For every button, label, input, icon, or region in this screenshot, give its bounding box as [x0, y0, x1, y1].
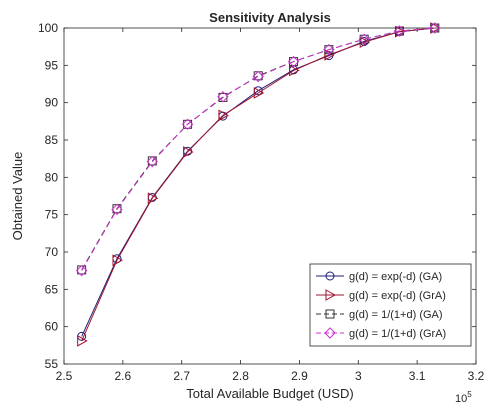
legend-label: g(d) = 1/(1+d) (GA) — [349, 309, 443, 321]
data-point-diamond — [429, 22, 441, 34]
x-tick-label: 2.9 — [291, 369, 308, 383]
data-point-diamond — [146, 155, 158, 168]
legend-label: g(d) = 1/(1+d) (GrA) — [349, 328, 446, 340]
data-point-triangle — [112, 254, 124, 267]
x-tick-label: 2.6 — [115, 369, 132, 383]
y-tick-label: 65 — [45, 282, 59, 296]
y-tick-label: 90 — [45, 96, 59, 110]
x-axis-multiplier-exponent: 5 — [467, 390, 472, 399]
data-point-diamond — [217, 90, 229, 103]
x-tick-label: 2.8 — [232, 369, 249, 383]
x-tick-label: 2.7 — [173, 369, 190, 383]
data-point-triangle — [253, 87, 265, 99]
data-point-diamond — [324, 327, 336, 339]
data-point-square — [359, 34, 369, 44]
chart-title: Sensitivity Analysis — [209, 10, 331, 25]
y-tick-label: 75 — [45, 208, 59, 222]
data-point-triangle — [324, 49, 335, 61]
data-point-diamond — [75, 264, 88, 277]
legend-entry: g(d) = 1/(1+d) (GA) — [316, 309, 443, 321]
y-tick-label: 80 — [45, 170, 59, 184]
x-tick-label: 3.1 — [409, 369, 426, 383]
legend-box — [309, 263, 472, 347]
data-point-triangle — [218, 109, 229, 122]
data-point-diamond — [287, 55, 300, 68]
data-point-diamond — [111, 203, 123, 216]
legend-entry: g(d) = 1/(1+d) (GrA) — [316, 327, 446, 340]
x-axis-multiplier-base: 10 — [455, 393, 467, 405]
data-point-diamond — [252, 70, 264, 83]
x-axis-label: Total Available Budget (USD) — [186, 386, 353, 401]
data-point-triangle — [289, 64, 300, 77]
series-line — [81, 27, 435, 342]
y-tick-label: 100 — [38, 21, 58, 35]
y-tick-label: 55 — [45, 357, 59, 371]
x-tick-label: 3.2 — [468, 369, 485, 383]
y-axis-label: Obtained Value — [10, 152, 25, 241]
y-tick-label: 85 — [45, 133, 59, 147]
data-point-triangle — [77, 335, 88, 347]
y-tick-label: 70 — [45, 245, 59, 259]
data-point-square — [289, 57, 299, 67]
data-point-triangle — [325, 289, 337, 301]
x-axis-multiplier: 105 — [455, 390, 472, 405]
legend-label: g(d) = exp(-d) (GrA) — [349, 290, 446, 302]
legend-entry: g(d) = exp(-d) (GrA) — [316, 289, 446, 302]
data-point-triangle — [147, 192, 159, 205]
legend-label: g(d) = exp(-d) (GA) — [349, 271, 442, 283]
data-point-diamond — [323, 43, 335, 56]
legend-entry: g(d) = exp(-d) (GA) — [316, 271, 442, 283]
data-point-circle — [325, 271, 335, 281]
data-point-diamond — [358, 33, 370, 45]
data-point-square — [324, 45, 334, 55]
data-point-diamond — [181, 118, 194, 131]
data-point-square — [183, 119, 193, 129]
y-tick-label: 95 — [45, 58, 59, 72]
data-point-triangle — [183, 146, 194, 158]
data-point-square — [394, 26, 404, 36]
data-point-square — [430, 23, 440, 33]
series-line — [81, 27, 435, 271]
y-tick-label: 60 — [45, 320, 59, 334]
x-tick-label: 2.5 — [56, 369, 73, 383]
x-tick-label: 3 — [355, 369, 362, 383]
data-point-diamond — [393, 25, 406, 37]
data-point-square — [325, 309, 335, 319]
series-4 — [75, 22, 441, 277]
legend: g(d) = exp(-d) (GA) g(d) = exp(-d) (GrA) g… — [309, 263, 472, 347]
